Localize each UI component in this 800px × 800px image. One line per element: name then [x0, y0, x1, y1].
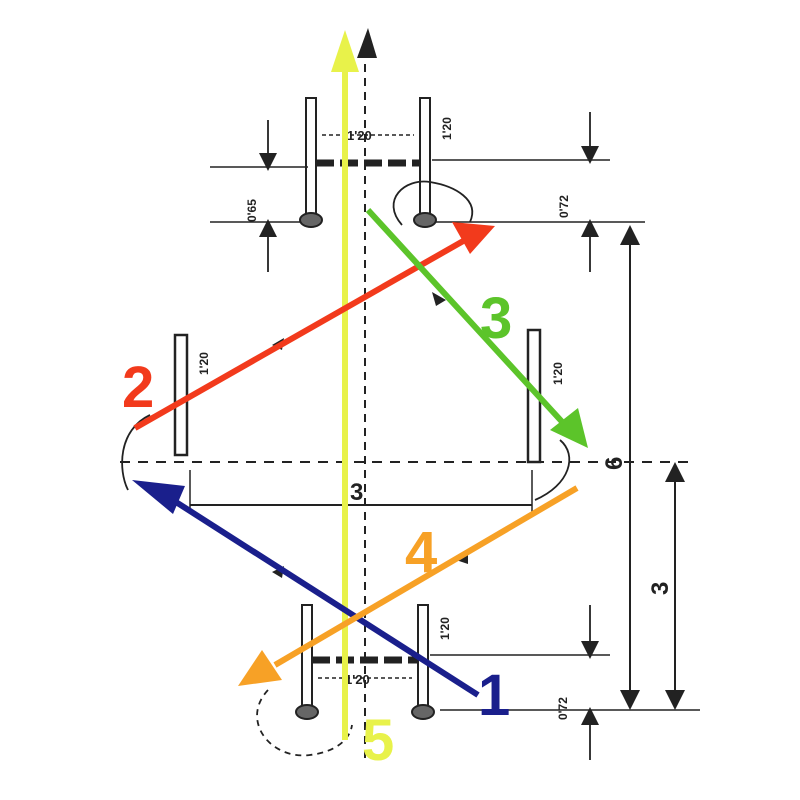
route-3-line [365, 207, 568, 428]
route-3-head [550, 408, 588, 448]
top-right-base [413, 212, 437, 228]
route-1-number: 1 [478, 663, 510, 728]
bottom-right-base [411, 704, 435, 720]
route-4-head [238, 650, 282, 686]
half-height-label: 3 [647, 582, 674, 595]
route-3-number: 3 [480, 286, 512, 351]
route-5-head [331, 30, 359, 72]
route-1-line [163, 492, 480, 698]
route-arrows [132, 30, 588, 740]
route-numbers: 1 2 3 4 5 [122, 286, 512, 773]
bottom-left-pole [301, 604, 313, 711]
top-axis-arrow [357, 28, 377, 58]
left-loop [121, 414, 151, 491]
bottom-left-base [295, 704, 319, 720]
right-pole-label: 1'20 [551, 362, 565, 385]
route-1-head [132, 480, 185, 514]
route-4-line [273, 485, 579, 668]
bottom-gap-label: 0'72 [556, 697, 570, 720]
route-2-line [133, 237, 467, 431]
top-left-gap-label: 0'65 [245, 199, 259, 222]
top-height-label: 1'20 [440, 117, 454, 140]
top-loop [392, 180, 473, 226]
bottom-height-label: 1'20 [438, 617, 452, 640]
middle-width-label: 3 [350, 479, 363, 506]
left-pole-label: 1'20 [197, 352, 211, 375]
bottom-loop [256, 689, 353, 757]
route-4-number: 4 [405, 520, 437, 585]
route-2-number: 2 [122, 355, 154, 420]
direction-mark-2 [432, 292, 446, 306]
top-left-pole [305, 97, 317, 219]
left-pole [173, 333, 189, 457]
route-2-head [452, 222, 495, 254]
top-right-pole [419, 97, 431, 219]
route-5-number: 5 [362, 708, 394, 773]
right-loop [534, 439, 571, 501]
bottom-width-label: 1'20 [345, 672, 370, 687]
dimension-labels: 1'20 1'20 0'65 0'72 1'20 1'20 3 6 3 1'20… [197, 117, 674, 720]
top-left-base [299, 212, 323, 228]
top-width-label: 1'20 [347, 128, 372, 143]
total-height-label: 6 [601, 457, 628, 470]
top-right-gap-label: 0'72 [557, 195, 571, 218]
